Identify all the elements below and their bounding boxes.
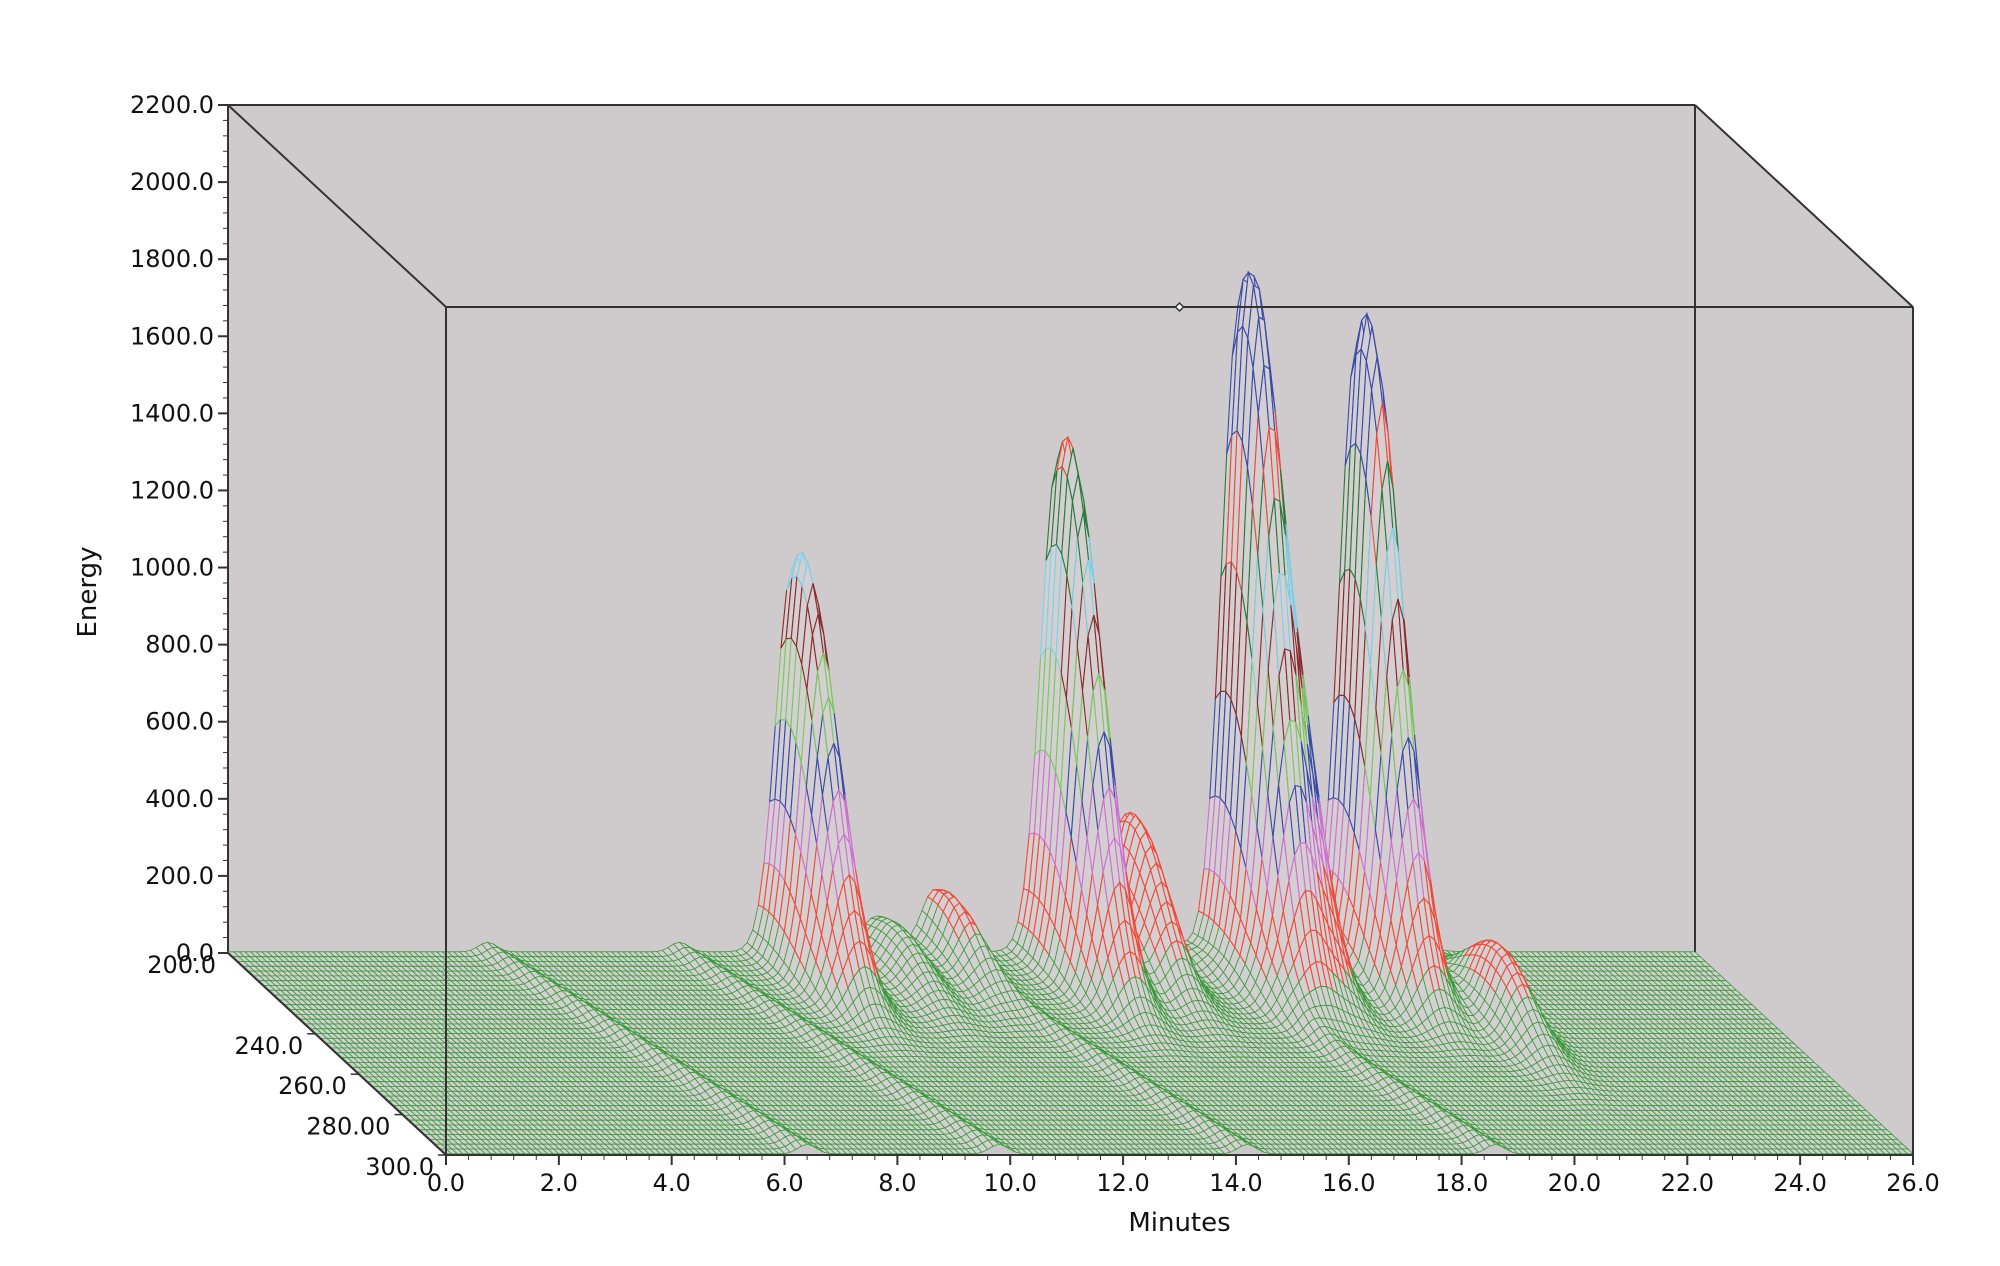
right-wall bbox=[1695, 105, 1913, 1155]
back-wall bbox=[228, 105, 1695, 953]
box-edge-back-3 bbox=[227, 104, 447, 308]
surface-mesh bbox=[226, 270, 1915, 1155]
box-edge-back-4 bbox=[1694, 104, 1914, 308]
left-wall bbox=[228, 105, 446, 1155]
